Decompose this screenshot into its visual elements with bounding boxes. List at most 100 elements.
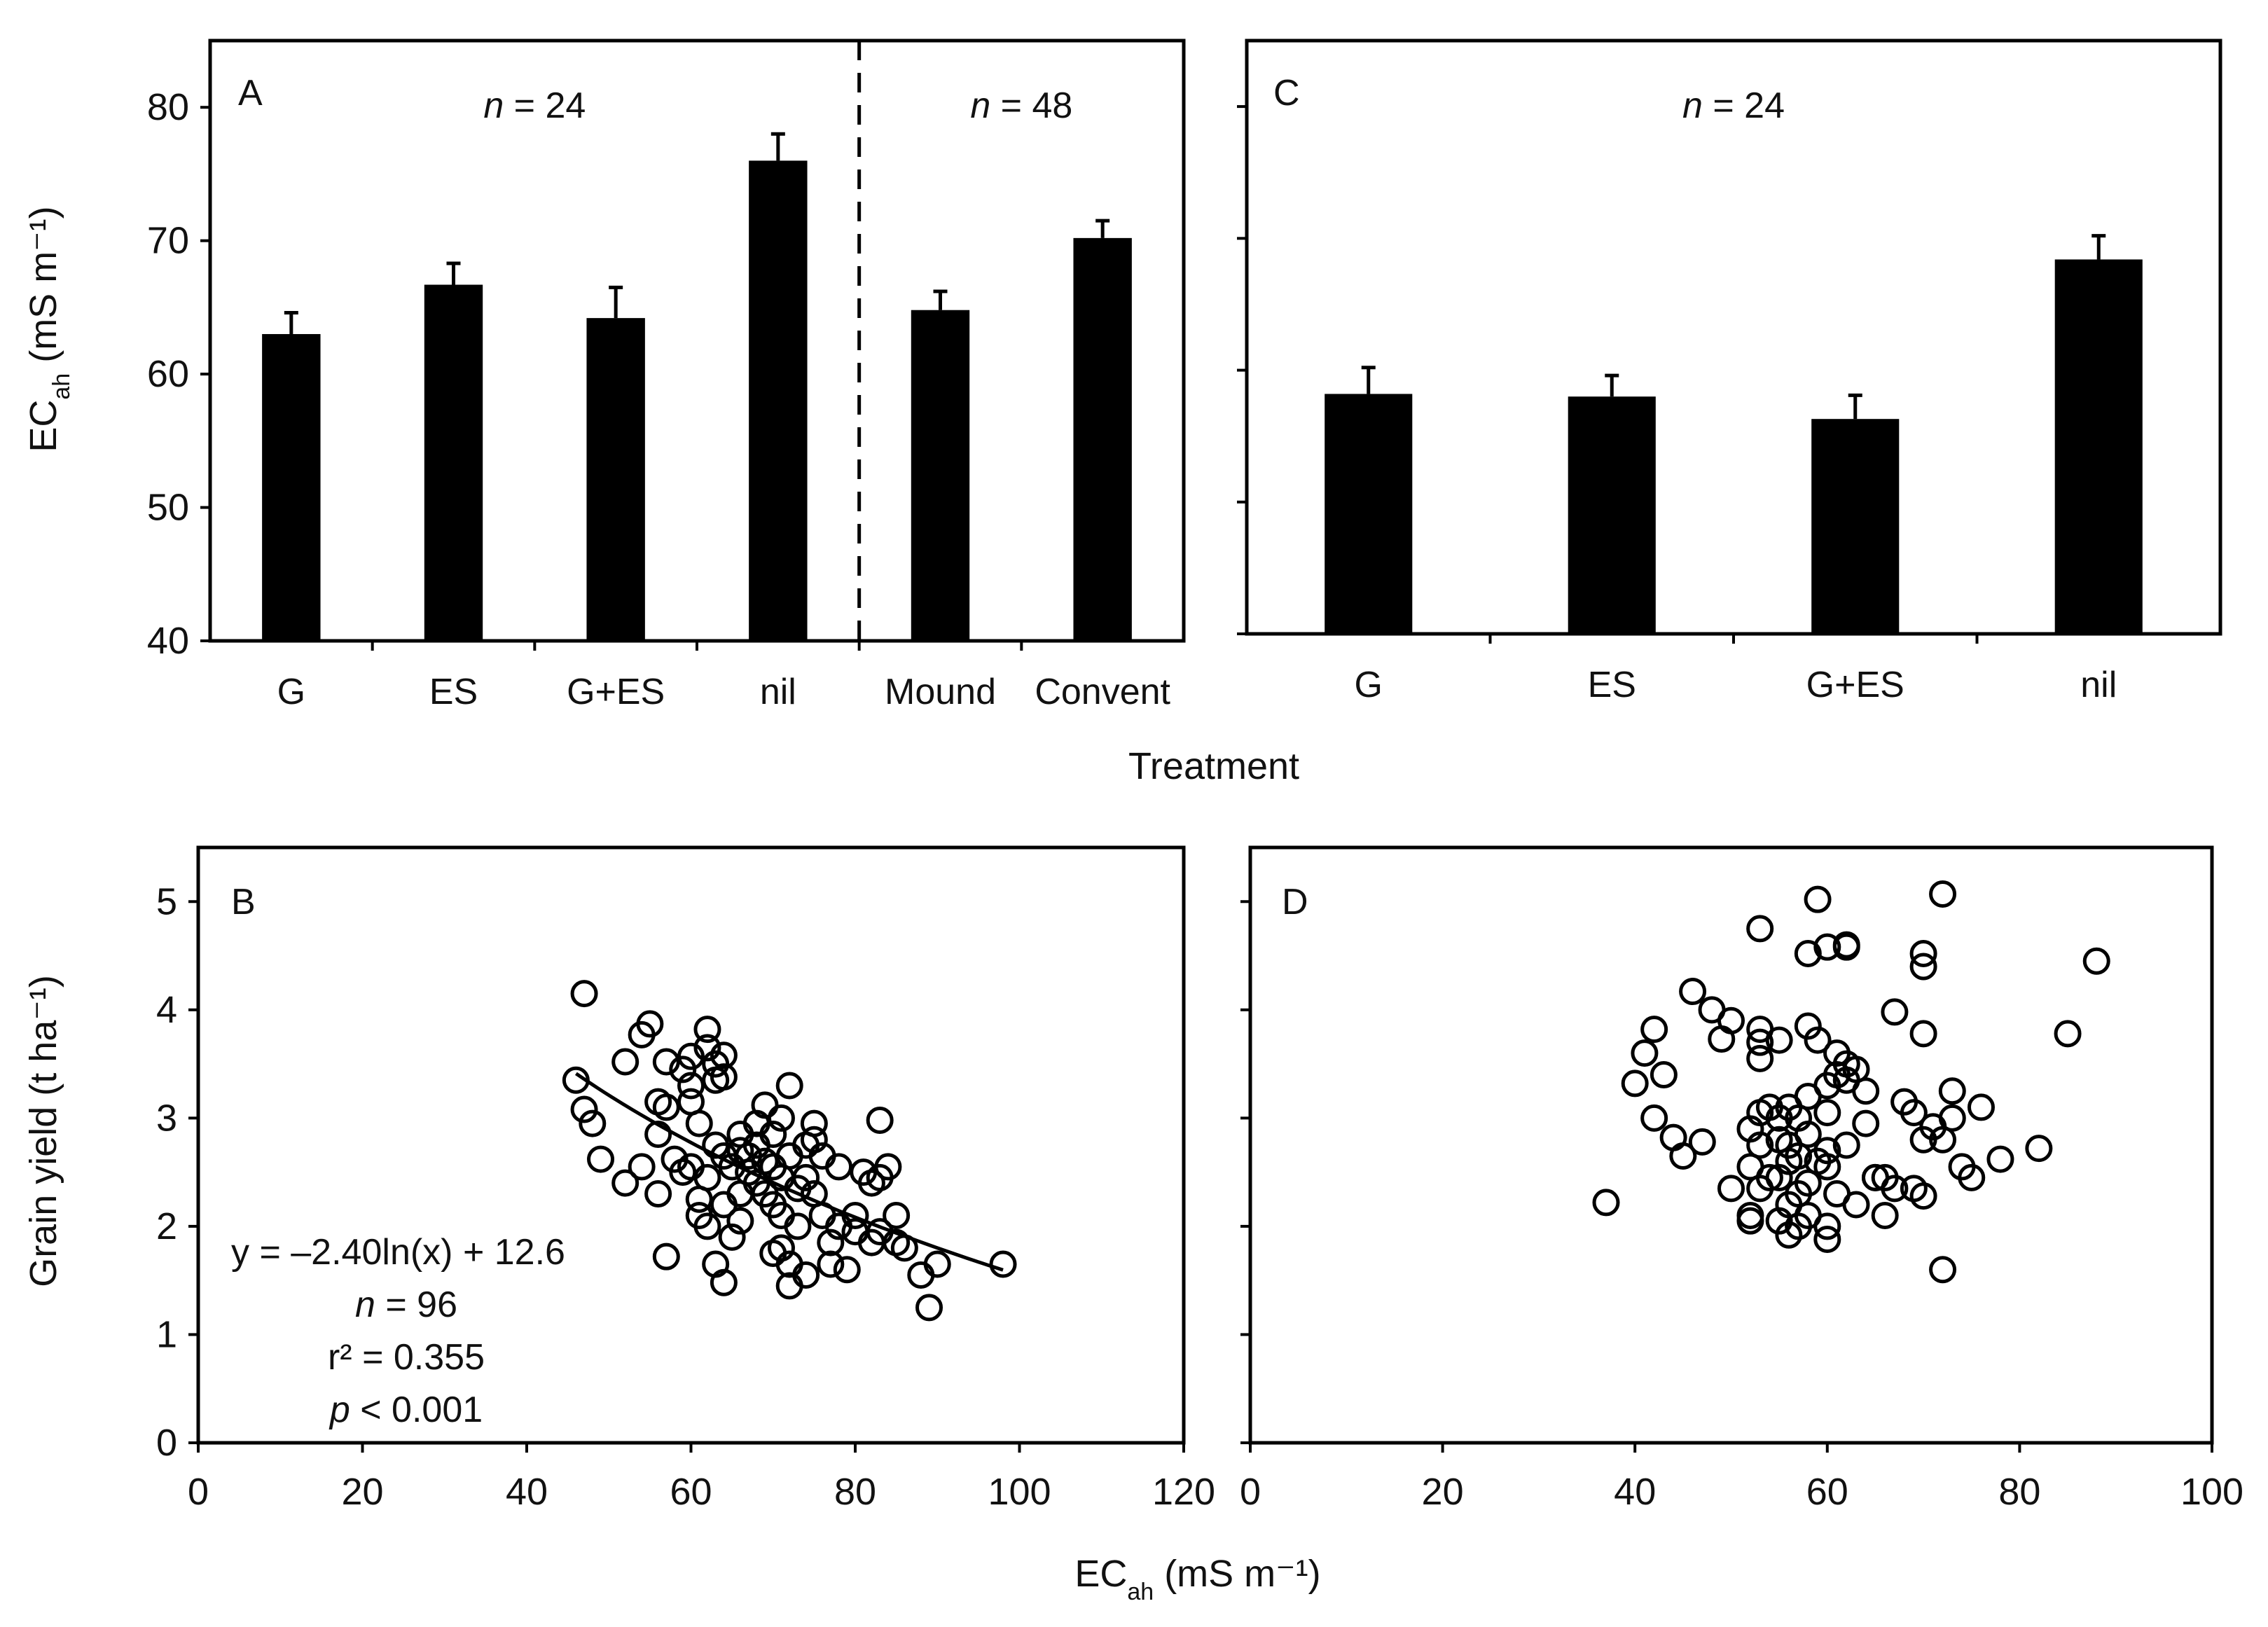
panel-d-data-point xyxy=(1881,1175,1909,1203)
panel-b-p-stat: p < 0.001 xyxy=(329,1390,483,1430)
panel-a-category-label: Mound xyxy=(885,672,996,712)
panel-d-data-point xyxy=(1871,1201,1899,1229)
panel-d-data-point xyxy=(1717,1175,1745,1203)
panel-b-x-tick-label: 80 xyxy=(834,1471,876,1513)
panel-b-data-point xyxy=(784,1212,812,1240)
panel-d-data-point xyxy=(1688,1128,1716,1156)
panel-b-scatter-chart: B 0 20 40 60 80 100 120 0 1 2 3 4 5 y = –2.40ln(x) + 1… xyxy=(156,845,1215,1513)
panel-b-n-stat-italic: n xyxy=(355,1285,375,1325)
panel-b-data-point xyxy=(800,1109,828,1137)
panel-d-data-point xyxy=(1909,939,1937,967)
top-y-title-main: EC xyxy=(22,400,64,452)
panel-b-data-point xyxy=(767,1104,795,1132)
panel-b-data-point xyxy=(751,1180,779,1208)
panel-d-data-point xyxy=(1794,1121,1822,1149)
panel-a-n-annotation: n = 24 xyxy=(483,85,586,126)
panel-d-data-point xyxy=(1708,1025,1736,1053)
panel-d-data-point xyxy=(1919,1113,1947,1141)
panel-b-fit-line xyxy=(574,1072,1004,1272)
panel-d-data-point xyxy=(1929,1256,1957,1284)
panel-c-n-annotation-rest: = 24 xyxy=(1703,85,1785,126)
panel-b-data-point xyxy=(644,1180,672,1208)
panel-d-data-point xyxy=(1794,1012,1822,1040)
panel-b-data-point xyxy=(652,1242,680,1271)
panel-b-data-point xyxy=(767,1234,795,1262)
panel-a-y-tick-label: 40 xyxy=(147,620,189,662)
panel-c-bar-chart: C G ES G+ES nil n = 24 xyxy=(1237,39,2222,705)
panel-a-bar xyxy=(1073,237,1132,641)
panel-d-data-point xyxy=(1842,1191,1870,1219)
panel-d-data-point xyxy=(1842,1055,1870,1083)
panel-c-n-annotation: n = 24 xyxy=(1682,85,1785,126)
panel-b-data-point xyxy=(915,1294,943,1322)
panel-d-x-tick-label: 100 xyxy=(2180,1471,2243,1513)
panel-d-data-point xyxy=(1909,1020,1937,1048)
panel-b-y-tick-label: 1 xyxy=(156,1313,177,1355)
panel-b-data-point xyxy=(677,1072,705,1100)
panel-b-data-point xyxy=(644,1088,672,1116)
panel-d-data-point xyxy=(1746,1028,1774,1056)
panel-a-n-annotation-rest: = 48 xyxy=(990,85,1072,126)
panel-b-data-point xyxy=(866,1106,894,1134)
panel-b-y-tick-label: 3 xyxy=(156,1097,177,1139)
panel-a-n-annotation-italic: n xyxy=(483,85,504,126)
panel-d-data-point xyxy=(1852,1077,1880,1105)
panel-d-plot-frame xyxy=(1248,845,2214,1445)
panel-d-data-point xyxy=(1755,1163,1783,1191)
panel-d-data-point xyxy=(1909,953,1937,981)
panel-d-data-point xyxy=(1736,1201,1764,1229)
panel-b-panel-letter: B xyxy=(231,882,256,922)
panel-a-y-tick-label: 60 xyxy=(147,353,189,395)
top-x-axis-title: Treatment xyxy=(1128,745,1299,787)
panel-b-data-point xyxy=(693,1016,721,1044)
panel-c-category-label: G+ES xyxy=(1806,665,1904,705)
panel-a-category-label: Convent xyxy=(1035,672,1170,712)
bottom-y-axis-title: Grain yield (t ha⁻¹) xyxy=(22,975,64,1287)
panel-d-data-point xyxy=(1813,933,1841,961)
top-y-axis-title: ECah (mS m⁻¹) xyxy=(22,206,75,452)
panel-c-bar xyxy=(2054,259,2143,635)
panel-c-panel-letter: C xyxy=(1273,73,1300,113)
panel-b-y-tick-label: 4 xyxy=(156,989,177,1031)
panel-b-x-tick-label: 100 xyxy=(988,1471,1051,1513)
panel-a-plot-frame xyxy=(208,39,1186,643)
panel-a-category-label: G+ES xyxy=(567,672,665,712)
panel-d-data-point xyxy=(1813,1225,1841,1253)
panel-d-data-point xyxy=(1881,998,1909,1026)
panel-b-x-tick-label: 20 xyxy=(341,1471,383,1513)
panel-a-n-annotation: n = 48 xyxy=(970,85,1072,126)
panel-b-data-point xyxy=(710,1063,738,1091)
panel-b-x-tick-label: 120 xyxy=(1152,1471,1215,1513)
panel-b-data-point xyxy=(693,1212,721,1240)
bottom-x-axis-title: ECah (mS m⁻¹) xyxy=(1074,1553,1320,1605)
panel-b-p-stat-rest: < 0.001 xyxy=(350,1390,483,1430)
panel-b-data-point xyxy=(841,1201,869,1229)
panel-b-n-stat-rest: = 96 xyxy=(375,1285,457,1325)
panel-a-panel-letter: A xyxy=(238,73,263,113)
panel-c-bar xyxy=(1811,419,1900,634)
panel-d-scatter-chart: D 0 20 40 60 80 100 xyxy=(1240,845,2243,1513)
panel-b-data-point xyxy=(726,1121,754,1149)
panel-b-y-tick-label: 5 xyxy=(156,880,177,922)
panel-c-bar xyxy=(1568,396,1656,634)
panel-c-category-label: nil xyxy=(2080,665,2117,705)
panel-b-data-point xyxy=(989,1250,1017,1278)
panel-d-data-point xyxy=(1746,1044,1774,1072)
panel-b-data-point xyxy=(874,1153,902,1181)
panel-b-data-point xyxy=(792,1163,820,1191)
panel-d-x-tick-label: 80 xyxy=(1998,1471,2040,1513)
panel-b-data-point xyxy=(693,1034,721,1062)
panel-d-data-point xyxy=(1640,1104,1668,1132)
panel-a-y-tick-label: 70 xyxy=(147,220,189,262)
panel-c-n-annotation-italic: n xyxy=(1682,85,1703,126)
panel-d-data-point xyxy=(1986,1145,2014,1173)
panel-c-bar xyxy=(1325,394,1413,634)
panel-d-data-point xyxy=(1746,1131,1774,1159)
panel-d-x-tick-label: 20 xyxy=(1422,1471,1464,1513)
panel-d-data-point xyxy=(1679,978,1707,1006)
panel-b-data-point xyxy=(718,1223,746,1251)
panel-b-n-stat: n = 96 xyxy=(355,1285,457,1325)
panel-b-data-point xyxy=(611,1048,639,1076)
panel-d-data-point xyxy=(1958,1163,1986,1191)
